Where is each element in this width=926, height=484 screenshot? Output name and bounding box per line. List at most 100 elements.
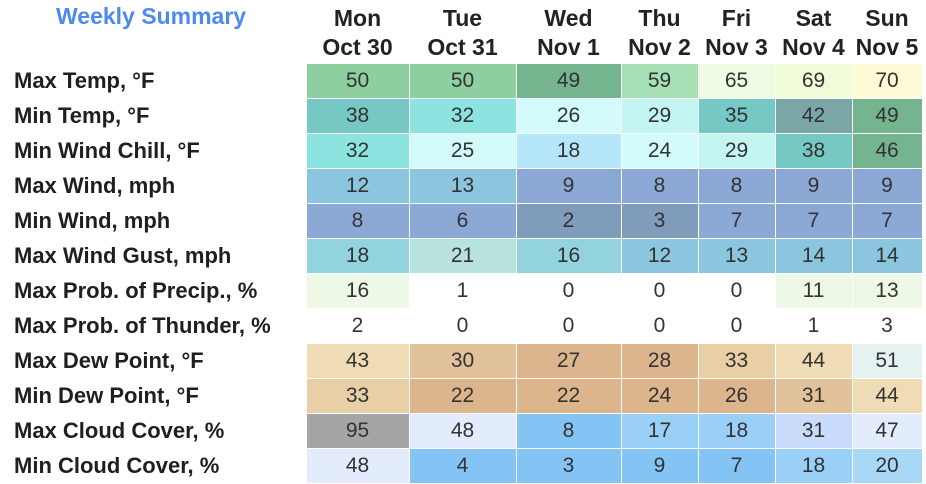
row-label: Min Temp, °F bbox=[14, 103, 150, 128]
value-cell: 0 bbox=[408, 308, 517, 344]
value-cell: 12 bbox=[620, 238, 699, 274]
value-cell: 2 bbox=[515, 203, 622, 239]
day-of-week: Sat bbox=[795, 5, 832, 31]
value-cell: 9 bbox=[774, 168, 853, 204]
day-header-wed: Wed Nov 1 bbox=[516, 3, 621, 64]
row-label: Max Wind, mph bbox=[14, 173, 176, 198]
weekly-summary-table: Weekly Summary Mon Oct 30 Tue Oct 31 Wed No… bbox=[10, 3, 923, 484]
value-cell: 6 bbox=[408, 203, 517, 239]
header-row: Weekly Summary Mon Oct 30 Tue Oct 31 Wed No… bbox=[10, 3, 922, 64]
row-label: Max Dew Point, °F bbox=[14, 348, 204, 373]
value-cell: 4 bbox=[408, 448, 517, 484]
table-row: Max Prob. of Precip., % 16 1 0 0 0 11 13 bbox=[10, 273, 923, 309]
value-cell: 33 bbox=[305, 378, 410, 414]
value-cell: 30 bbox=[408, 343, 517, 379]
table-row: Min Cloud Cover, % 48 4 3 9 7 18 20 bbox=[10, 448, 923, 484]
day-of-week: Sun bbox=[865, 5, 909, 31]
value-cell: 17 bbox=[620, 413, 699, 449]
value-cell: 20 bbox=[851, 448, 923, 484]
value-cell: 21 bbox=[408, 238, 517, 274]
day-header-thu: Thu Nov 2 bbox=[621, 3, 698, 64]
day-of-week: Thu bbox=[638, 5, 681, 31]
value-cell: 51 bbox=[851, 343, 923, 379]
value-cell: 9 bbox=[515, 168, 622, 204]
value-cell: 32 bbox=[305, 133, 410, 169]
value-cell: 70 bbox=[851, 63, 923, 99]
value-cell: 0 bbox=[515, 273, 622, 309]
day-header-sat: Sat Nov 4 bbox=[775, 3, 852, 64]
table-row: Max Wind, mph 12 13 9 8 8 9 9 bbox=[10, 168, 923, 204]
value-cell: 7 bbox=[851, 203, 923, 239]
row-label: Max Wind Gust, mph bbox=[14, 243, 232, 268]
day-header-tue: Tue Oct 31 bbox=[409, 3, 516, 64]
day-date: Nov 4 bbox=[782, 34, 845, 60]
value-cell: 29 bbox=[697, 133, 776, 169]
value-cell: 65 bbox=[697, 63, 776, 99]
value-cell: 2 bbox=[305, 308, 410, 344]
day-of-week: Wed bbox=[544, 5, 593, 31]
value-cell: 50 bbox=[408, 63, 517, 99]
value-cell: 22 bbox=[515, 378, 622, 414]
row-label: Min Wind, mph bbox=[14, 208, 171, 233]
value-cell: 9 bbox=[851, 168, 923, 204]
row-label: Max Prob. of Precip., % bbox=[14, 278, 258, 303]
value-cell: 8 bbox=[515, 413, 622, 449]
value-cell: 31 bbox=[774, 378, 853, 414]
day-date: Nov 5 bbox=[855, 34, 919, 60]
value-cell: 18 bbox=[305, 238, 410, 274]
value-cell: 0 bbox=[620, 308, 699, 344]
day-of-week: Mon bbox=[333, 5, 382, 31]
value-cell: 28 bbox=[620, 343, 699, 379]
value-cell: 9 bbox=[620, 448, 699, 484]
value-cell: 48 bbox=[408, 413, 517, 449]
table-row: Max Cloud Cover, % 95 48 8 17 18 31 47 bbox=[10, 413, 923, 449]
day-date: Nov 3 bbox=[705, 34, 768, 60]
value-cell: 14 bbox=[851, 238, 923, 274]
day-header-sun: Sun Nov 5 bbox=[852, 3, 922, 64]
value-cell: 3 bbox=[851, 308, 923, 344]
value-cell: 24 bbox=[620, 133, 699, 169]
value-cell: 13 bbox=[851, 273, 923, 309]
value-cell: 95 bbox=[305, 413, 410, 449]
value-cell: 1 bbox=[774, 308, 853, 344]
value-cell: 32 bbox=[408, 98, 517, 134]
value-cell: 7 bbox=[697, 203, 776, 239]
value-cell: 26 bbox=[697, 378, 776, 414]
day-header-mon: Mon Oct 30 bbox=[306, 3, 409, 64]
value-cell: 0 bbox=[697, 273, 776, 309]
row-label: Min Cloud Cover, % bbox=[14, 453, 220, 478]
value-cell: 3 bbox=[620, 203, 699, 239]
value-cell: 33 bbox=[697, 343, 776, 379]
day-date: Oct 30 bbox=[322, 34, 393, 60]
value-cell: 16 bbox=[515, 238, 622, 274]
table-row: Max Dew Point, °F 43 30 27 28 33 44 51 bbox=[10, 343, 923, 379]
day-date: Nov 1 bbox=[537, 34, 600, 60]
value-cell: 3 bbox=[515, 448, 622, 484]
table-row: Min Temp, °F 38 32 26 29 35 42 49 bbox=[10, 98, 923, 134]
value-cell: 44 bbox=[774, 343, 853, 379]
value-cell: 12 bbox=[305, 168, 410, 204]
value-cell: 13 bbox=[697, 238, 776, 274]
value-cell: 26 bbox=[515, 98, 622, 134]
value-cell: 49 bbox=[515, 63, 622, 99]
value-cell: 7 bbox=[774, 203, 853, 239]
day-of-week: Tue bbox=[442, 5, 483, 31]
table-row: Min Wind, mph 8 6 2 3 7 7 7 bbox=[10, 203, 923, 239]
table-row: Max Prob. of Thunder, % 2 0 0 0 0 1 3 bbox=[10, 308, 923, 344]
row-label: Max Prob. of Thunder, % bbox=[14, 313, 271, 338]
value-cell: 18 bbox=[774, 448, 853, 484]
value-cell: 25 bbox=[408, 133, 517, 169]
value-cell: 35 bbox=[697, 98, 776, 134]
day-date: Oct 31 bbox=[427, 34, 498, 60]
row-label: Max Temp, °F bbox=[14, 68, 155, 93]
value-cell: 47 bbox=[851, 413, 923, 449]
row-label: Min Dew Point, °F bbox=[14, 383, 199, 408]
value-cell: 69 bbox=[774, 63, 853, 99]
value-cell: 11 bbox=[774, 273, 853, 309]
value-cell: 22 bbox=[408, 378, 517, 414]
value-cell: 38 bbox=[305, 98, 410, 134]
value-cell: 48 bbox=[305, 448, 410, 484]
value-cell: 29 bbox=[620, 98, 699, 134]
value-cell: 59 bbox=[620, 63, 699, 99]
value-cell: 31 bbox=[774, 413, 853, 449]
